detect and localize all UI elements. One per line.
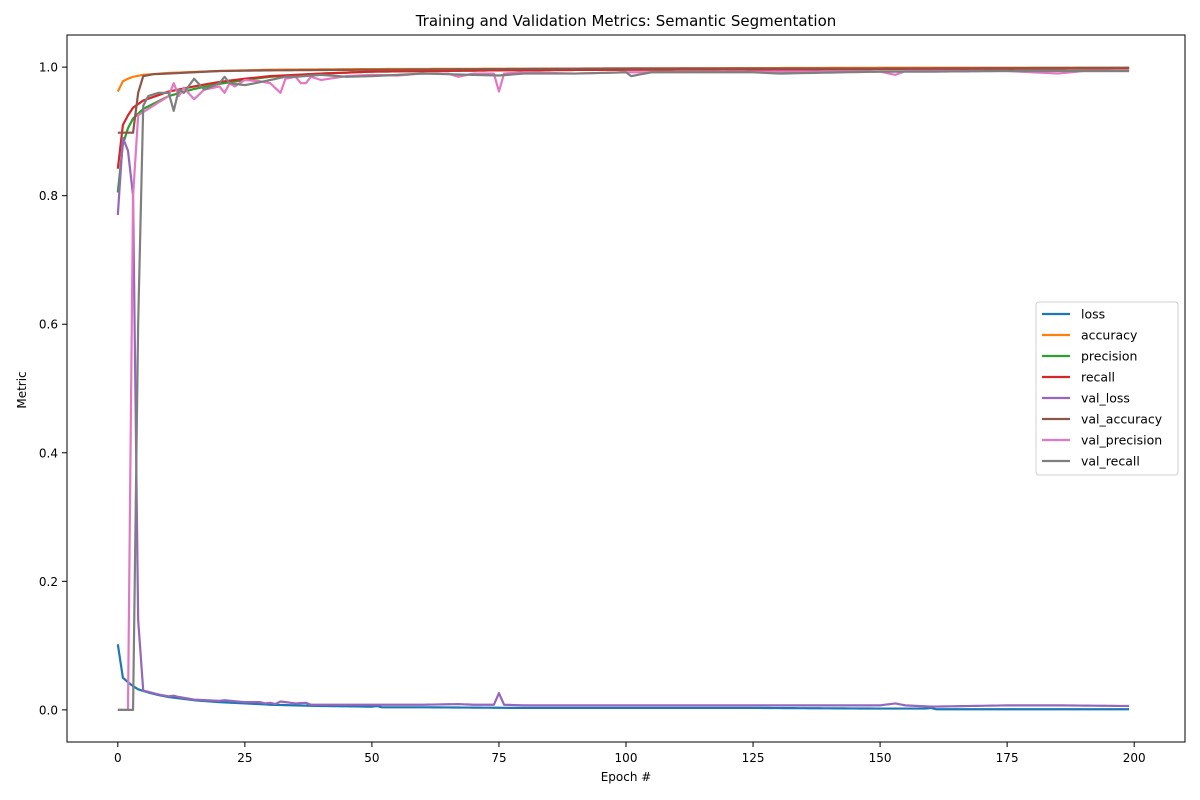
x-tick-label: 125: [742, 751, 765, 765]
x-tick-label: 25: [237, 751, 252, 765]
x-tick-label: 200: [1123, 751, 1146, 765]
plot-area: [66, 34, 1186, 743]
legend-label-accuracy: accuracy: [1081, 328, 1138, 343]
legend-box: [1035, 301, 1179, 476]
series-line-val-accuracy: [117, 66, 1130, 134]
legend-label-val-accuracy: val_accuracy: [1081, 412, 1163, 427]
x-tick-label: 0: [114, 751, 122, 765]
x-tick-label: 100: [615, 751, 638, 765]
y-axis-label: Metric: [15, 371, 29, 408]
legend-label-precision: precision: [1081, 349, 1137, 364]
x-tick-label: 75: [491, 751, 506, 765]
x-axis-label: Epoch #: [601, 770, 652, 784]
legend-label-recall: recall: [1081, 370, 1115, 385]
x-tick-label: 150: [869, 751, 892, 765]
legend-label-val-loss: val_loss: [1081, 391, 1130, 406]
x-tick-label: 50: [364, 751, 379, 765]
legend: loss accuracy precision recall val_loss val_a…: [1035, 301, 1179, 476]
y-tick-label: 0.2: [39, 575, 58, 589]
chart-title: Training and Validation Metrics: Semanti…: [415, 12, 837, 30]
y-tick-label: 0.8: [39, 189, 58, 203]
x-tick-label: 175: [996, 751, 1019, 765]
x-axis: 0 25 50 75 100 125 150 175 200: [114, 742, 1146, 765]
y-axis: 0.0 0.2 0.4 0.6 0.8 1.0: [39, 61, 67, 717]
series-line-loss: [116, 644, 1130, 711]
legend-label-loss: loss: [1081, 307, 1105, 322]
y-tick-label: 0.4: [39, 446, 58, 460]
legend-label-val-precision: val_precision: [1081, 433, 1162, 448]
y-tick-label: 1.0: [39, 61, 58, 75]
series-line-val-recall: [117, 69, 1130, 711]
y-tick-label: 0.0: [39, 703, 58, 717]
y-tick-label: 0.6: [39, 318, 58, 332]
legend-label-val-recall: val_recall: [1081, 454, 1140, 469]
series-line-val-loss: [116, 136, 1130, 708]
